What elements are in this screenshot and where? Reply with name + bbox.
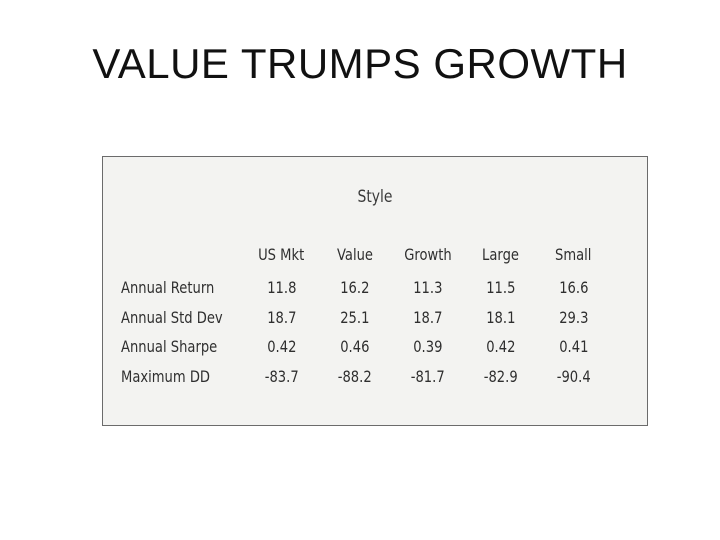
table-cell: -88.2 bbox=[337, 366, 372, 386]
table-cell: 0.42 bbox=[266, 337, 297, 357]
row-label: Annual Std Dev bbox=[121, 307, 223, 327]
table-row-annual-std-dev: Annual Std Dev 18.7 25.1 18.7 18.1 29.3 bbox=[117, 303, 610, 333]
column-header-value: Value bbox=[336, 245, 373, 264]
row-label: Annual Sharpe bbox=[121, 337, 218, 357]
table-cell: 0.41 bbox=[558, 337, 589, 357]
table-cell: -83.7 bbox=[264, 366, 299, 386]
column-header-small: Small bbox=[555, 245, 592, 264]
table-row-annual-sharpe: Annual Sharpe 0.42 0.46 0.39 0.42 0.41 bbox=[117, 332, 610, 362]
table-cell: 18.7 bbox=[412, 307, 443, 327]
row-label: Maximum DD bbox=[121, 366, 211, 386]
table-cell: 11.8 bbox=[266, 278, 297, 298]
table-caption: Style bbox=[357, 187, 393, 207]
column-header-large: Large bbox=[482, 245, 519, 264]
row-label: Annual Return bbox=[121, 278, 215, 298]
table-cell: -81.7 bbox=[410, 366, 445, 386]
table-cell: 0.46 bbox=[339, 337, 370, 357]
table-cell: -90.4 bbox=[556, 366, 591, 386]
table-cell: -82.9 bbox=[483, 366, 518, 386]
slide-title: VALUE TRUMPS GROWTH bbox=[92, 40, 628, 87]
table-header-row: US Mkt Value Growth Large Small bbox=[117, 245, 610, 273]
column-header-growth: Growth bbox=[403, 245, 452, 264]
table-cell: 16.6 bbox=[558, 278, 589, 298]
table-row-maximum-dd: Maximum DD -83.7 -88.2 -81.7 -82.9 -90.4 bbox=[117, 362, 610, 392]
column-header-us-mkt: US Mkt bbox=[258, 245, 305, 264]
style-stats-table: US Mkt Value Growth Large Small Annual R… bbox=[117, 245, 610, 391]
table-cell: 16.2 bbox=[339, 278, 370, 298]
table-row-annual-return: Annual Return 11.8 16.2 11.3 11.5 16.6 bbox=[117, 273, 610, 303]
table-cell: 0.39 bbox=[412, 337, 443, 357]
table-cell: 18.7 bbox=[266, 307, 297, 327]
table-cell: 11.5 bbox=[485, 278, 516, 298]
table-cell: 29.3 bbox=[558, 307, 589, 327]
table-cell: 18.1 bbox=[485, 307, 516, 327]
header-corner bbox=[117, 245, 245, 273]
table-cell: 11.3 bbox=[412, 278, 443, 298]
style-stats-table-image: Style US Mkt Value Growth Large Small An… bbox=[102, 156, 648, 426]
table-cell: 25.1 bbox=[339, 307, 370, 327]
table-cell: 0.42 bbox=[485, 337, 516, 357]
